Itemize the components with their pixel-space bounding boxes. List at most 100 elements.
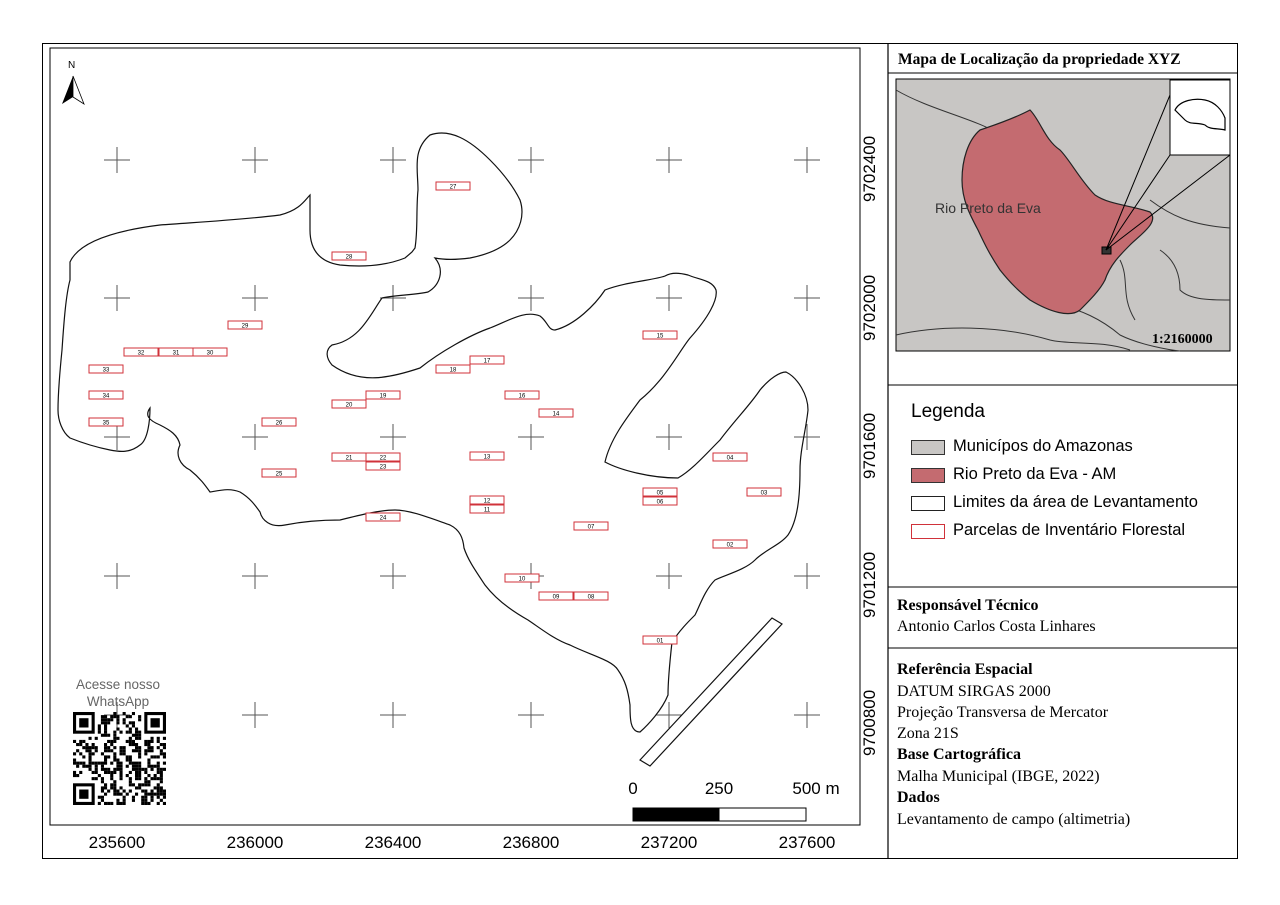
responsavel-name: Antonio Carlos Costa Linhares xyxy=(897,618,1096,635)
qr-module xyxy=(135,761,139,765)
forest-plot: 17 xyxy=(469,355,505,365)
qr-module xyxy=(150,795,154,799)
forest-plot-label: 06 xyxy=(657,500,664,506)
qr-module xyxy=(76,764,80,768)
qr-module xyxy=(104,718,108,722)
qr-module xyxy=(156,767,160,771)
qr-module xyxy=(119,792,123,796)
forest-plot: 16 xyxy=(504,390,540,400)
forest-plot: 13 xyxy=(469,451,505,461)
qr-module xyxy=(153,764,157,768)
qr-module xyxy=(128,789,132,793)
forest-plot-label: 29 xyxy=(242,324,249,330)
qr-module xyxy=(91,746,95,750)
forest-plot: 22 xyxy=(365,452,401,462)
qr-module xyxy=(144,795,148,799)
qr-module xyxy=(88,761,92,765)
qr-module xyxy=(76,774,80,778)
qr-module xyxy=(162,795,166,799)
qr-module xyxy=(100,761,104,765)
qr-module xyxy=(107,749,111,753)
qr-module xyxy=(100,777,104,781)
forest-plot: 32 xyxy=(123,347,159,357)
forest-plot: 05 xyxy=(642,487,678,497)
qr-module xyxy=(104,792,108,796)
qr-module xyxy=(107,721,111,725)
qr-module xyxy=(128,727,132,731)
qr-module xyxy=(82,746,86,750)
forest-plot: 27 xyxy=(435,181,471,191)
qr-module xyxy=(104,743,108,747)
qr-module xyxy=(116,798,120,802)
qr-module xyxy=(100,721,104,725)
qr-module xyxy=(85,764,89,768)
scale-label-250: 250 xyxy=(704,779,734,798)
qr-module xyxy=(100,752,104,756)
qr-module xyxy=(147,761,151,765)
forest-plot: 09 xyxy=(538,591,574,601)
qr-module xyxy=(159,770,163,774)
qr-module xyxy=(97,795,101,799)
qr-module xyxy=(73,758,77,762)
qr-module xyxy=(156,789,160,793)
map-layout-frame xyxy=(42,43,1238,859)
qr-module xyxy=(153,792,157,796)
qr-module xyxy=(82,755,86,759)
qr-module xyxy=(107,789,111,793)
qr-module xyxy=(110,801,114,805)
qr-module xyxy=(156,736,160,740)
qr-module xyxy=(91,752,95,756)
qr-module xyxy=(153,777,157,781)
qr-module xyxy=(156,795,160,799)
forest-plot-rect xyxy=(712,539,748,549)
qr-module xyxy=(113,712,117,716)
legend-swatch-municipios xyxy=(911,440,945,455)
qr-finder xyxy=(79,718,89,728)
qr-module xyxy=(159,777,163,781)
qr-module xyxy=(128,761,132,765)
forest-plot-rect xyxy=(504,573,540,583)
qr-module xyxy=(156,761,160,765)
forest-plot-label: 02 xyxy=(727,543,734,549)
qr-module xyxy=(88,755,92,759)
base-heading: Base Cartográfica xyxy=(897,746,1021,763)
qr-module xyxy=(162,792,166,796)
forest-plot: 18 xyxy=(435,364,471,374)
qr-module xyxy=(162,789,166,793)
qr-module xyxy=(128,758,132,762)
qr-module xyxy=(113,789,117,793)
qr-module xyxy=(94,767,98,771)
qr-module xyxy=(131,721,135,725)
qr-module xyxy=(135,749,139,753)
qr-module xyxy=(156,786,160,790)
legend-swatch-rio-preto xyxy=(911,468,945,483)
qr-module xyxy=(138,761,142,765)
qr-module xyxy=(97,724,101,728)
forest-plot: 35 xyxy=(88,417,124,427)
qr-module xyxy=(150,789,154,793)
qr-module xyxy=(135,767,139,771)
qr-module xyxy=(156,764,160,768)
qr-module xyxy=(119,764,123,768)
forest-plot-rect xyxy=(88,390,124,400)
forest-plot-rect xyxy=(261,417,297,427)
qr-module xyxy=(116,767,120,771)
x-tick-237200: 237200 xyxy=(640,833,698,852)
qr-module xyxy=(116,761,120,765)
qr-module xyxy=(147,774,151,778)
qr-module xyxy=(100,718,104,722)
qr-module xyxy=(138,755,142,759)
qr-module xyxy=(104,786,108,790)
qr-module xyxy=(138,746,142,750)
forest-plot-label: 15 xyxy=(657,334,664,340)
forest-plot-label: 25 xyxy=(276,472,283,478)
forest-plot-label: 18 xyxy=(450,368,457,374)
qr-module xyxy=(97,761,101,765)
forest-plot: 15 xyxy=(642,330,678,340)
qr-module xyxy=(138,749,142,753)
forest-plot-label: 24 xyxy=(380,516,387,522)
qr-module xyxy=(119,770,123,774)
qr-module xyxy=(135,777,139,781)
forest-plot-rect xyxy=(158,347,194,357)
